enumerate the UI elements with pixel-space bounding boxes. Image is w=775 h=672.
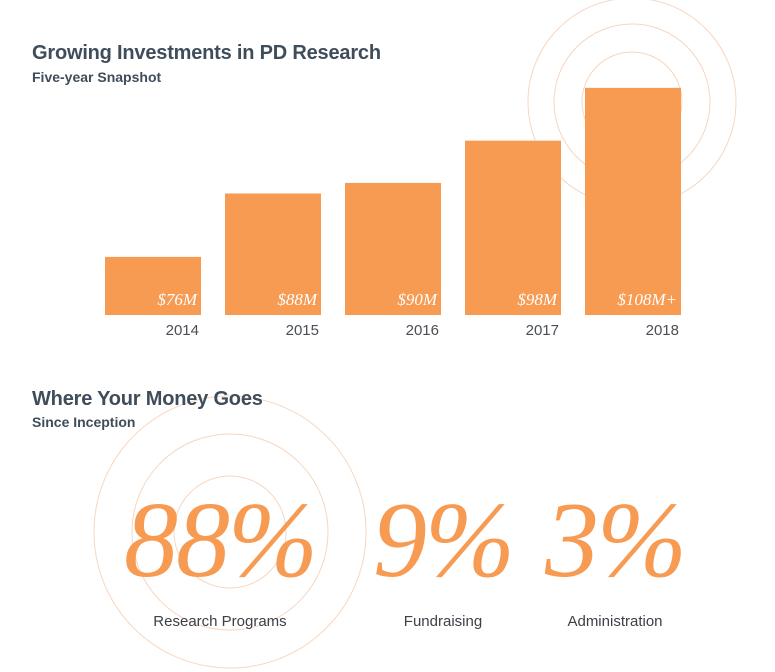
chart-subtitle: Five-year Snapshot bbox=[32, 69, 162, 85]
allocation-title: Where Your Money Goes bbox=[32, 388, 263, 410]
bar-value-label: $88M bbox=[277, 290, 318, 309]
x-tick-label: 2015 bbox=[286, 322, 319, 339]
bar-chart: $76M 2014 $88M 2015 $90M 2016 $98M 2017 $108M+ 20… bbox=[105, 87, 681, 339]
x-tick-label: 2016 bbox=[406, 322, 439, 339]
bar-value-label: $108M+ bbox=[617, 290, 677, 309]
bar-2014 bbox=[105, 256, 201, 315]
bar-2015 bbox=[225, 193, 321, 315]
stat-research-programs: 88% Research Programs bbox=[100, 481, 340, 631]
stat-percent: 88% bbox=[124, 481, 318, 600]
bar-2018 bbox=[585, 87, 681, 315]
stat-percent: 9% bbox=[373, 481, 515, 600]
bar-2017 bbox=[465, 140, 561, 315]
x-tick-label: 2018 bbox=[646, 322, 679, 339]
stat-label: Research Programs bbox=[153, 613, 287, 630]
allocation-subtitle: Since Inception bbox=[32, 414, 136, 430]
x-tick-label: 2017 bbox=[526, 322, 559, 339]
stat-fundraising: 9% Fundraising bbox=[323, 481, 563, 631]
stat-administration: 3% Administration bbox=[495, 481, 735, 631]
stat-label: Fundraising bbox=[403, 613, 483, 630]
stat-percent: 3% bbox=[545, 481, 687, 600]
bar-value-label: $90M bbox=[397, 290, 438, 309]
bar-2016 bbox=[345, 182, 441, 315]
bar-value-label: $98M bbox=[517, 290, 558, 309]
chart-title: Growing Investments in PD Research bbox=[32, 42, 381, 64]
stat-label: Administration bbox=[567, 613, 663, 630]
bar-value-label: $76M bbox=[157, 290, 198, 309]
x-tick-label: 2014 bbox=[166, 322, 199, 339]
